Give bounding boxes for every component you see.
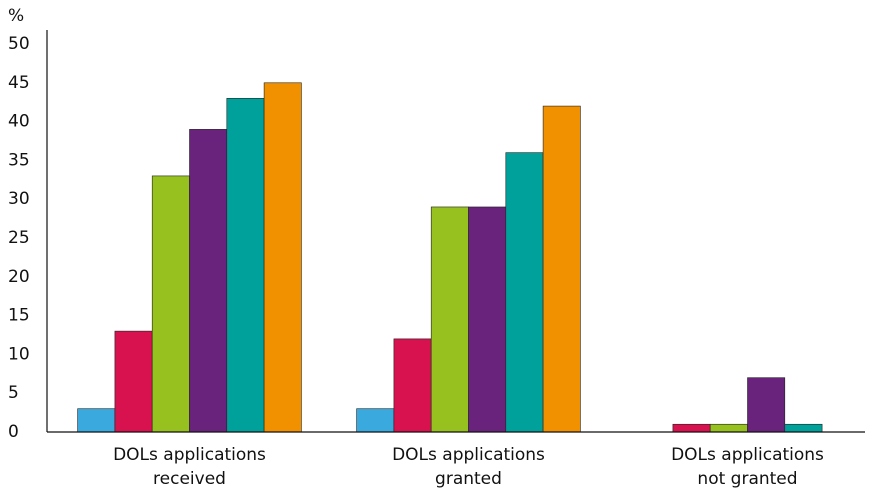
y-tick-label: 20 [8, 267, 30, 287]
bar [356, 408, 395, 433]
y-tick-label: 25 [8, 228, 30, 248]
bar [505, 152, 544, 433]
bar [430, 206, 469, 433]
x-tick-label: DOLs applications [392, 445, 545, 465]
y-tick-label: 50 [8, 34, 30, 54]
bar [784, 423, 823, 433]
bar [189, 129, 228, 433]
x-tick-label: not granted [697, 469, 797, 489]
y-tick-label: 40 [8, 112, 30, 132]
bar [747, 377, 786, 433]
x-tick-label: DOLs applications [671, 445, 824, 465]
x-tick-label: received [153, 469, 226, 489]
y-tick-label: 30 [8, 189, 30, 209]
bar [226, 98, 265, 433]
bar [393, 338, 432, 433]
bar [77, 408, 116, 433]
y-tick-label: 35 [8, 150, 30, 170]
y-tick-label: 0 [8, 422, 19, 442]
y-tick-label: 10 [8, 344, 30, 364]
x-tick-label: DOLs applications [113, 445, 266, 465]
bar [151, 175, 190, 433]
y-tick-label: 5 [8, 383, 19, 403]
y-axis-label: % [8, 6, 24, 26]
x-tick-label: granted [435, 469, 502, 489]
y-tick-label: 15 [8, 306, 30, 326]
bar [263, 82, 302, 433]
bar [542, 105, 581, 433]
bar [672, 423, 711, 433]
bar [709, 423, 748, 433]
bar [468, 206, 507, 433]
y-tick-label: 45 [8, 73, 30, 93]
bar [114, 330, 153, 433]
